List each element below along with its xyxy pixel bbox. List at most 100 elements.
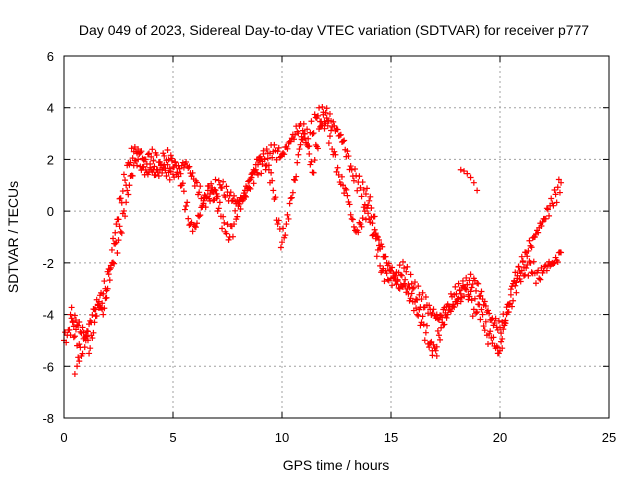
data-point — [494, 344, 501, 351]
data-point — [553, 199, 560, 206]
data-point — [216, 199, 223, 206]
data-point — [349, 216, 356, 223]
data-point — [100, 311, 107, 318]
data-point — [381, 278, 388, 285]
data-point — [433, 311, 440, 318]
data-point — [238, 194, 245, 201]
data-point — [126, 182, 133, 189]
data-point — [447, 308, 454, 315]
data-point — [551, 186, 558, 193]
data-point — [300, 120, 307, 127]
data-point — [79, 324, 86, 331]
data-point — [392, 272, 399, 279]
data-point — [274, 221, 281, 228]
data-point — [314, 112, 321, 119]
data-point — [475, 280, 482, 287]
data-point — [552, 254, 559, 261]
data-point — [359, 215, 366, 222]
axis-ticks — [63, 55, 610, 419]
data-point — [334, 164, 341, 171]
data-point — [474, 309, 481, 316]
data-point — [246, 184, 253, 191]
grid-lines — [64, 56, 609, 418]
data-point — [67, 332, 74, 339]
data-point — [402, 282, 409, 289]
data-point — [364, 185, 371, 192]
data-point — [455, 280, 462, 287]
data-point — [241, 192, 248, 199]
data-point — [543, 267, 550, 274]
data-point — [365, 210, 372, 217]
data-point — [103, 294, 110, 301]
data-point — [191, 182, 198, 189]
data-point — [269, 177, 276, 184]
data-point — [77, 328, 84, 335]
y-tick-label: -2 — [42, 256, 54, 271]
data-point — [193, 179, 200, 186]
data-point — [399, 258, 406, 265]
data-point — [108, 246, 115, 253]
data-point — [275, 217, 282, 224]
data-point — [469, 313, 476, 320]
data-point — [457, 166, 464, 173]
data-point — [268, 169, 275, 176]
data-point — [84, 328, 91, 335]
data-point — [104, 268, 111, 275]
data-point — [408, 280, 415, 287]
data-point — [461, 293, 468, 300]
data-point — [344, 148, 351, 155]
data-point — [68, 304, 75, 311]
data-point — [250, 180, 257, 187]
data-point — [293, 173, 300, 180]
data-point — [273, 156, 280, 163]
data-point — [355, 229, 362, 236]
data-point — [487, 328, 494, 335]
data-point — [234, 196, 241, 203]
data-point — [463, 286, 470, 293]
data-point — [368, 204, 375, 211]
data-point — [474, 280, 481, 287]
data-point — [75, 354, 82, 361]
data-point — [464, 170, 471, 177]
chart-title: Day 049 of 2023, Sidereal Day-to-day VTE… — [79, 22, 589, 38]
data-point — [114, 250, 121, 257]
y-tick-label: 0 — [47, 204, 54, 219]
data-point — [492, 315, 499, 322]
data-point — [296, 146, 303, 153]
data-point — [494, 350, 501, 357]
data-point — [337, 131, 344, 138]
data-point — [519, 258, 526, 265]
data-point — [76, 358, 83, 365]
data-point — [384, 276, 391, 283]
data-point — [281, 151, 288, 158]
data-point — [264, 155, 271, 162]
data-point — [189, 169, 196, 176]
data-point — [552, 191, 559, 198]
data-point — [189, 228, 196, 235]
data-point — [131, 143, 138, 150]
data-point — [413, 296, 420, 303]
data-point — [498, 338, 505, 345]
data-point — [180, 188, 187, 195]
data-point — [503, 304, 510, 311]
data-point — [326, 110, 333, 117]
data-point — [434, 327, 441, 334]
data-point — [306, 150, 313, 157]
data-point — [117, 195, 124, 202]
data-point — [93, 296, 100, 303]
data-point — [309, 130, 316, 137]
data-point — [430, 306, 437, 313]
data-point — [299, 127, 306, 134]
data-point — [128, 145, 135, 152]
data-point — [408, 290, 415, 297]
data-point — [163, 173, 170, 180]
data-point — [341, 190, 348, 197]
data-point — [357, 184, 364, 191]
data-point — [265, 162, 272, 169]
data-point — [447, 290, 454, 297]
data-point — [234, 213, 241, 220]
data-point — [239, 197, 246, 204]
data-point — [81, 344, 88, 351]
data-point — [113, 221, 120, 228]
data-point — [155, 173, 162, 180]
